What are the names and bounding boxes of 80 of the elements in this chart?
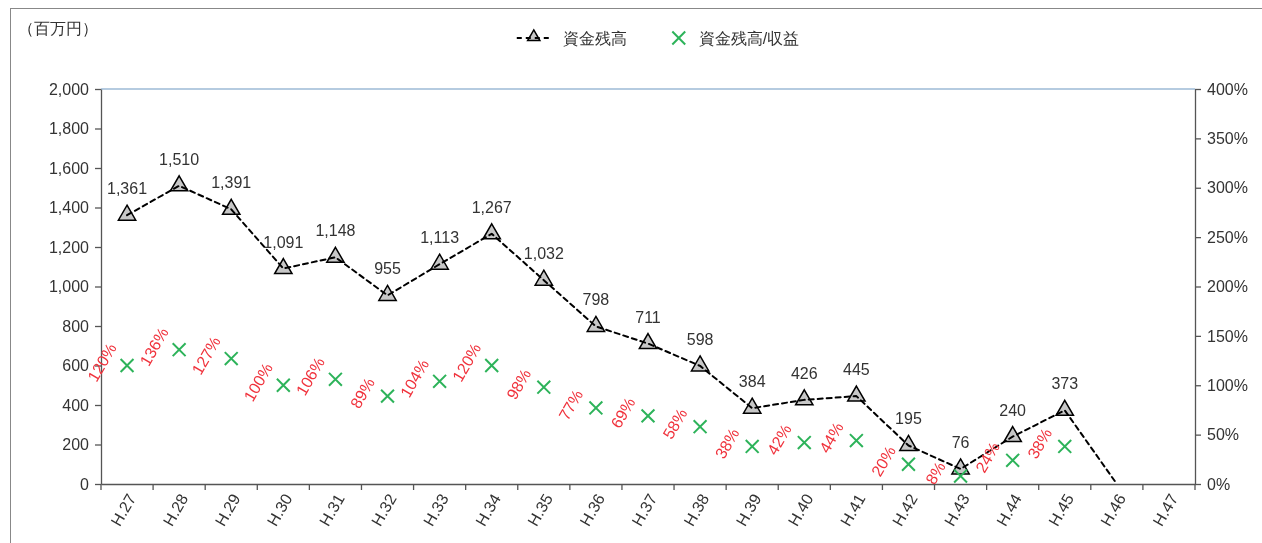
y2-tick-label: 250% xyxy=(1207,228,1248,246)
point xyxy=(1003,425,1023,443)
data-label: 76 xyxy=(951,433,970,451)
data-label: 445 xyxy=(843,361,870,379)
data-label: 240 xyxy=(999,401,1027,419)
y-tick-label: 1,200 xyxy=(48,238,90,256)
point xyxy=(742,397,762,414)
point xyxy=(378,284,397,302)
legend-label: 資金残高/収益 xyxy=(698,29,800,47)
y-tick-label: 600 xyxy=(62,357,90,375)
y-tick-label: 2,000 xyxy=(48,80,90,98)
y-tick-label: 1,000 xyxy=(48,278,90,296)
point xyxy=(588,400,604,416)
point xyxy=(640,408,656,424)
point xyxy=(794,389,814,406)
y-tick-label: 200 xyxy=(62,436,90,454)
y-axis-title: （百万円） xyxy=(18,20,98,37)
y2-tick-label: 400% xyxy=(1207,80,1248,98)
point xyxy=(273,257,293,275)
point xyxy=(430,253,450,270)
point xyxy=(899,434,918,452)
point xyxy=(953,468,969,484)
y-tick-label: 0 xyxy=(80,475,90,493)
y-tick-label: 1,800 xyxy=(48,120,90,138)
point xyxy=(534,269,554,286)
point xyxy=(171,342,187,358)
data-label: 1,267 xyxy=(471,198,512,216)
data-label: 1,032 xyxy=(523,245,564,263)
point xyxy=(638,332,658,350)
y-tick-label: 400 xyxy=(62,396,90,414)
point xyxy=(846,385,866,402)
data-label: 1,361 xyxy=(107,180,148,198)
point xyxy=(275,377,291,393)
data-label: 598 xyxy=(686,330,714,348)
data-label: 711 xyxy=(635,308,661,326)
point xyxy=(484,358,500,373)
point xyxy=(119,358,135,373)
point xyxy=(380,388,395,404)
point xyxy=(432,373,448,389)
data-label: 1,510 xyxy=(159,150,200,168)
data-label: 1,148 xyxy=(315,222,356,240)
point xyxy=(692,419,708,435)
point xyxy=(848,433,864,448)
point xyxy=(901,456,916,472)
point xyxy=(169,175,189,192)
data-label: 798 xyxy=(582,291,610,309)
data-label: 426 xyxy=(790,364,818,382)
y2-tick-label: 200% xyxy=(1207,278,1248,296)
point xyxy=(586,315,606,333)
data-label: 384 xyxy=(738,373,766,391)
point xyxy=(1057,439,1073,454)
y-tick-label: 1,600 xyxy=(48,159,90,177)
y2-tick-label: 150% xyxy=(1207,327,1248,345)
point xyxy=(744,439,760,454)
y2-tick-label: 100% xyxy=(1207,376,1248,394)
data-label: 955 xyxy=(374,260,401,278)
y2-tick-label: 0% xyxy=(1207,475,1231,493)
y-tick-label: 1,400 xyxy=(48,199,90,217)
y2-tick-label: 50% xyxy=(1207,426,1240,444)
point xyxy=(536,379,552,395)
y2-tick-label: 350% xyxy=(1207,129,1248,147)
point xyxy=(482,223,502,240)
point xyxy=(221,198,241,216)
point xyxy=(223,351,239,367)
point xyxy=(327,371,343,387)
point xyxy=(690,355,710,372)
point xyxy=(796,435,812,450)
data-label: 1,391 xyxy=(211,174,252,192)
data-label: 8% xyxy=(922,458,949,488)
y2-tick-label: 300% xyxy=(1207,179,1248,197)
point xyxy=(326,246,345,264)
point xyxy=(1055,399,1075,417)
legend-label: 資金残高 xyxy=(562,29,627,47)
point xyxy=(1005,452,1021,468)
y-tick-label: 800 xyxy=(62,317,90,335)
data-label: 195 xyxy=(895,410,922,428)
data-label: 373 xyxy=(1051,375,1079,393)
point xyxy=(117,204,137,221)
data-label: 1,091 xyxy=(263,233,304,251)
data-label: 1,113 xyxy=(420,229,460,247)
